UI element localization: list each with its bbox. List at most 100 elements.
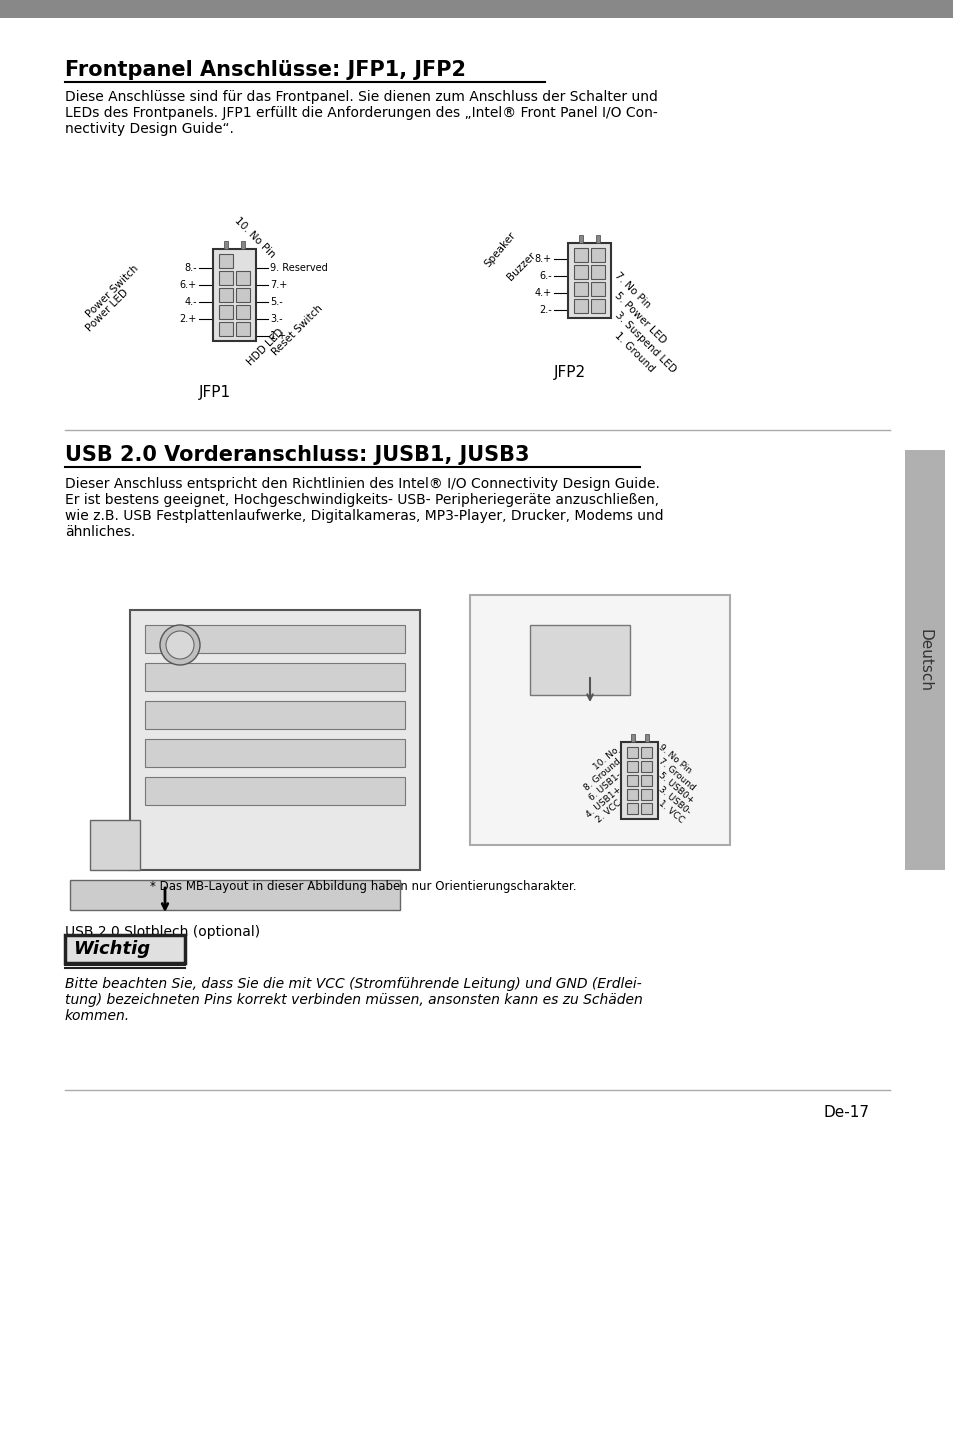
- Bar: [627, 802, 638, 813]
- Text: nectivity Design Guide“.: nectivity Design Guide“.: [65, 122, 233, 136]
- Bar: [145, 778, 405, 805]
- Text: Deutsch: Deutsch: [917, 629, 931, 692]
- Bar: [236, 288, 251, 302]
- Bar: [236, 305, 251, 319]
- Text: JFP2: JFP2: [554, 365, 585, 379]
- Bar: [904, 450, 944, 871]
- Text: * Das MB-Layout in dieser Abbildung haben nur Orientierungscharakter.: * Das MB-Layout in dieser Abbildung habe…: [150, 881, 576, 894]
- Bar: [644, 733, 648, 742]
- Text: 7. Ground: 7. Ground: [657, 756, 697, 792]
- Bar: [224, 241, 229, 249]
- Bar: [640, 802, 652, 813]
- Text: 4.-: 4.-: [184, 296, 196, 306]
- Text: 2.-: 2.-: [538, 305, 552, 315]
- Bar: [70, 881, 399, 909]
- Text: 4. USB1+: 4. USB1+: [583, 785, 622, 819]
- Text: 1. Ground: 1. Ground: [612, 329, 656, 374]
- Text: 6. USB1-: 6. USB1-: [587, 770, 622, 802]
- Bar: [574, 265, 588, 278]
- Bar: [627, 789, 638, 799]
- Bar: [213, 249, 256, 341]
- Bar: [640, 775, 652, 786]
- Text: 3. USB0-: 3. USB0-: [657, 785, 692, 816]
- Bar: [219, 271, 233, 285]
- Bar: [574, 282, 588, 295]
- Bar: [627, 760, 638, 772]
- Text: 10. No_: 10. No_: [591, 743, 622, 772]
- Text: 1.+: 1.+: [270, 331, 287, 341]
- Text: USB 2.0 Vorderanschluss: JUSB1, JUSB3: USB 2.0 Vorderanschluss: JUSB1, JUSB3: [65, 445, 529, 465]
- Bar: [591, 265, 605, 278]
- Text: ähnliches.: ähnliches.: [65, 526, 135, 538]
- Bar: [0, 0, 953, 19]
- Text: HDD LED: HDD LED: [245, 326, 285, 367]
- Bar: [596, 235, 599, 242]
- Text: 7. No Pin: 7. No Pin: [612, 271, 652, 309]
- Bar: [145, 624, 405, 653]
- Bar: [470, 596, 729, 845]
- Bar: [568, 242, 611, 318]
- Bar: [574, 298, 588, 312]
- Text: 5. Power LED: 5. Power LED: [612, 291, 667, 345]
- Text: 3. Suspend LED: 3. Suspend LED: [612, 309, 677, 375]
- Text: 3.-: 3.-: [270, 314, 282, 324]
- Bar: [219, 253, 233, 268]
- Text: Dieser Anschluss entspricht den Richtlinien des Intel® I/O Connectivity Design G: Dieser Anschluss entspricht den Richtlin…: [65, 477, 659, 491]
- Bar: [630, 733, 635, 742]
- Ellipse shape: [166, 632, 193, 659]
- Bar: [578, 235, 583, 242]
- Text: USB 2.0 Slotblech (optional): USB 2.0 Slotblech (optional): [65, 925, 260, 939]
- Text: JFP1: JFP1: [199, 385, 231, 400]
- Text: 8. Ground: 8. Ground: [582, 756, 622, 792]
- Bar: [591, 248, 605, 262]
- Bar: [65, 935, 185, 962]
- Text: kommen.: kommen.: [65, 1010, 130, 1022]
- Text: 8.-: 8.-: [184, 263, 196, 274]
- Text: 10. No Pin: 10. No Pin: [233, 215, 277, 259]
- Text: 5. USB0+: 5. USB0+: [657, 770, 695, 805]
- Text: 5.-: 5.-: [270, 296, 282, 306]
- Text: Frontpanel Anschlüsse: JFP1, JFP2: Frontpanel Anschlüsse: JFP1, JFP2: [65, 60, 465, 80]
- Text: 6.-: 6.-: [538, 271, 552, 281]
- Text: 6.+: 6.+: [180, 281, 196, 291]
- Text: Buzzer: Buzzer: [504, 251, 537, 282]
- Text: Diese Anschlüsse sind für das Frontpanel. Sie dienen zum Anschluss der Schalter : Diese Anschlüsse sind für das Frontpanel…: [65, 90, 658, 105]
- Text: LEDs des Frontpanels. JFP1 erfüllt die Anforderungen des „Intel® Front Panel I/O: LEDs des Frontpanels. JFP1 erfüllt die A…: [65, 106, 657, 120]
- Bar: [145, 739, 405, 768]
- Bar: [640, 789, 652, 799]
- Bar: [90, 821, 140, 871]
- Text: Speaker: Speaker: [482, 231, 517, 269]
- Bar: [145, 702, 405, 729]
- Bar: [620, 742, 658, 819]
- Bar: [219, 288, 233, 302]
- Text: wie z.B. USB Festplattenlaufwerke, Digitalkameras, MP3-Player, Drucker, Modems u: wie z.B. USB Festplattenlaufwerke, Digit…: [65, 508, 663, 523]
- Bar: [219, 305, 233, 319]
- Bar: [574, 248, 588, 262]
- Bar: [145, 663, 405, 692]
- Text: De-17: De-17: [823, 1106, 869, 1120]
- Bar: [130, 610, 419, 871]
- Bar: [591, 282, 605, 295]
- Text: 7.+: 7.+: [270, 281, 287, 291]
- Ellipse shape: [160, 624, 200, 664]
- Text: Er ist bestens geeignet, Hochgeschwindigkeits- USB- Peripheriegeräte anzuschließ: Er ist bestens geeignet, Hochgeschwindig…: [65, 493, 659, 507]
- Bar: [640, 746, 652, 758]
- Text: Bitte beachten Sie, dass Sie die mit VCC (Stromführende Leitung) und GND (Erdlei: Bitte beachten Sie, dass Sie die mit VCC…: [65, 977, 641, 991]
- Text: Wichtig: Wichtig: [73, 939, 150, 958]
- Bar: [236, 322, 251, 337]
- Text: Reset Switch: Reset Switch: [270, 302, 324, 357]
- Bar: [236, 271, 251, 285]
- Text: 9. Reserved: 9. Reserved: [270, 263, 328, 274]
- Bar: [591, 298, 605, 312]
- Text: 9. No Pin: 9. No Pin: [657, 743, 693, 775]
- Text: 8.+: 8.+: [535, 253, 552, 263]
- Text: 1. VCC: 1. VCC: [657, 799, 685, 825]
- Text: Power LED: Power LED: [84, 288, 130, 334]
- Bar: [640, 760, 652, 772]
- Text: 4.+: 4.+: [535, 288, 552, 298]
- Bar: [627, 775, 638, 786]
- Bar: [219, 322, 233, 337]
- Text: 2. VCC: 2. VCC: [594, 799, 622, 825]
- Bar: [241, 241, 245, 249]
- Text: 2.+: 2.+: [179, 314, 196, 324]
